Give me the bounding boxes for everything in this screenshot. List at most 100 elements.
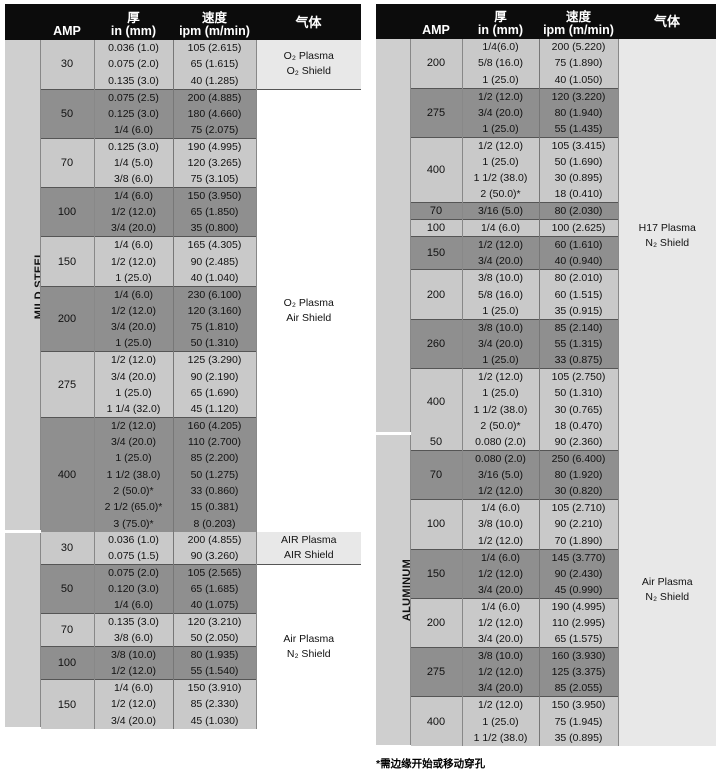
amp-value: 30 bbox=[40, 531, 95, 565]
table-row: 1 1/2 (38.0) 30 (0.895) bbox=[376, 170, 716, 187]
amp-value: 200 bbox=[410, 269, 463, 320]
thickness-value: 1/2 (12.0) bbox=[462, 664, 540, 681]
speed-value: 80 (1.940) bbox=[539, 104, 618, 121]
thickness-value: 1/2 (12.0) bbox=[462, 565, 540, 582]
table-row: 5/8 (16.0) 75 (1.890) bbox=[376, 55, 716, 72]
table-row: 1/4 (6.0) 75 (2.075) bbox=[5, 121, 361, 139]
thickness-value: 3/8 (10.0) bbox=[462, 647, 540, 665]
table-row: 200 3/8 (10.0) 80 (2.010) bbox=[376, 269, 716, 320]
gas-label: O₂ Plasma Air Shield bbox=[255, 89, 361, 532]
speed-value: 190 (4.995) bbox=[173, 138, 256, 155]
header-thickness: 厚 in (mm) bbox=[94, 4, 173, 40]
speed-value: 80 (2.030) bbox=[539, 202, 618, 220]
thickness-value: 1 1/2 (38.0) bbox=[462, 170, 540, 187]
table-row: 1 (25.0) 85 (2.200) bbox=[5, 450, 361, 467]
thickness-value: 1 (25.0) bbox=[462, 352, 540, 369]
speed-value: 180 (4.660) bbox=[173, 105, 256, 122]
section-label: ALUMINUM bbox=[376, 433, 411, 748]
table-row: 2 (50.0)* 18 (0.410) bbox=[376, 186, 716, 203]
gas-line: N₂ Shield bbox=[286, 647, 331, 660]
gas-line: N₂ Shield bbox=[645, 237, 690, 250]
gas-label: Air Plasma N₂ Shield bbox=[617, 433, 716, 747]
table-row: 3/4 (20.0) 80 (1.940) bbox=[376, 104, 716, 121]
table-row: 100 3/8 (10.0) 80 (1.935) bbox=[5, 646, 361, 680]
thickness-value: 3/8 (6.0) bbox=[94, 171, 174, 188]
speed-value: 85 (2.055) bbox=[539, 680, 618, 697]
thickness-value: 1 (25.0) bbox=[462, 302, 540, 320]
header-gas: 气体 bbox=[618, 4, 716, 39]
speed-value: 120 (3.210) bbox=[173, 613, 256, 631]
speed-value: 105 (3.415) bbox=[539, 137, 618, 154]
table-row: 1 (25.0) 33 (0.875) bbox=[376, 352, 716, 369]
thickness-value: 1/2 (12.0) bbox=[462, 88, 540, 105]
thickness-value: 3/4 (20.0) bbox=[462, 335, 540, 353]
table-row: 275 3/8 (10.0) 160 (3.930) bbox=[376, 647, 716, 697]
speed-value: 40 (1.040) bbox=[173, 269, 256, 287]
speed-value: 90 (2.485) bbox=[173, 253, 256, 270]
speed-value: 65 (1.575) bbox=[539, 631, 618, 648]
speed-value: 125 (3.375) bbox=[539, 664, 618, 681]
speed-value: 30 (0.765) bbox=[539, 401, 618, 418]
table-row: 0.120 (3.0) 65 (1.685) bbox=[5, 581, 361, 598]
speed-value: 40 (1.075) bbox=[173, 597, 256, 614]
gas-line: H17 Plasma bbox=[638, 222, 696, 235]
thickness-value: 0.075 (2.0) bbox=[94, 56, 174, 73]
table-row: 3/8 (6.0) 50 (2.050) bbox=[5, 630, 361, 647]
speed-value: 230 (6.100) bbox=[173, 286, 256, 303]
thickness-value: 1/2 (12.0) bbox=[94, 351, 174, 369]
table-row: 3 (75.0)* 8 (0.203) bbox=[5, 515, 361, 532]
table-row: 2 (50.0)* 33 (0.860) bbox=[5, 482, 361, 500]
table-row: 1/2 (12.0) 30 (0.820) bbox=[376, 483, 716, 500]
table-row: 3/4 (20.0) 45 (1.030) bbox=[5, 712, 361, 729]
speed-value: 190 (4.995) bbox=[539, 598, 618, 615]
table-row: 1 (25.0) 75 (1.945) bbox=[376, 713, 716, 730]
thickness-value: 0.125 (3.0) bbox=[94, 138, 174, 155]
amp-value: 400 bbox=[410, 137, 463, 203]
table-row: 1 (25.0) 35 (0.915) bbox=[376, 302, 716, 320]
thickness-value: 3/4 (20.0) bbox=[94, 368, 174, 385]
table-row: 1 (25.0) 65 (1.690) bbox=[5, 384, 361, 401]
speed-value: 80 (1.920) bbox=[539, 466, 618, 484]
gas-line: Air Shield bbox=[286, 311, 332, 324]
speed-value: 90 (2.210) bbox=[539, 516, 618, 533]
thickness-value: 1/2 (12.0) bbox=[94, 696, 174, 713]
amp-value: 70 bbox=[40, 613, 95, 647]
speed-value: 160 (4.205) bbox=[173, 417, 256, 434]
speed-value: 50 (1.310) bbox=[173, 335, 256, 352]
table-row: 70 0.125 (3.0) 190 (4.995) bbox=[5, 138, 361, 188]
speed-value: 125 (3.290) bbox=[173, 351, 256, 369]
table-row: 3/4 (20.0) 40 (0.940) bbox=[376, 253, 716, 270]
table-row: 70 0.080 (2.0) 250 (6.400) bbox=[376, 450, 716, 500]
table-row: 70 0.135 (3.0) 120 (3.210) bbox=[5, 613, 361, 647]
thickness-value: 3/8 (10.0) bbox=[94, 646, 174, 664]
thickness-value: 3/4 (20.0) bbox=[462, 104, 540, 121]
thickness-value: 3/8 (10.0) bbox=[462, 516, 540, 533]
table-row: 1/2 (12.0) 55 (1.540) bbox=[5, 663, 361, 680]
gas-line: Air Plasma bbox=[641, 576, 693, 588]
table-row: 3/8 (10.0) 90 (2.210) bbox=[376, 516, 716, 533]
thickness-value: 1 (25.0) bbox=[94, 384, 174, 401]
table-row: 3/4 (20.0) 85 (2.055) bbox=[376, 680, 716, 697]
table-row: 2 1/2 (65.0)* 15 (0.381) bbox=[5, 499, 361, 516]
table-row: 3/4 (20.0) 75 (1.810) bbox=[5, 319, 361, 336]
thickness-value: 1/2 (12.0) bbox=[462, 696, 540, 714]
speed-value: 75 (1.945) bbox=[539, 713, 618, 730]
thickness-value: 1/2 (12.0) bbox=[94, 663, 174, 680]
thickness-value: 1/4 (6.0) bbox=[462, 499, 540, 517]
speed-value: 85 (2.200) bbox=[173, 450, 256, 467]
table-row: 1 (25.0) 50 (1.690) bbox=[376, 153, 716, 171]
amp-value: 70 bbox=[410, 202, 463, 220]
amp-value: 50 bbox=[410, 433, 463, 451]
speed-value: 35 (0.895) bbox=[539, 729, 618, 747]
table-row: 1 1/2 (38.0) 30 (0.765) bbox=[376, 401, 716, 418]
thickness-value: 0.075 (2.5) bbox=[94, 89, 174, 106]
thickness-value: 1/4 (5.0) bbox=[94, 154, 174, 172]
table-row: 3/4 (20.0) 55 (1.315) bbox=[376, 335, 716, 353]
speed-value: 40 (0.940) bbox=[539, 253, 618, 270]
thickness-value: 0.125 (3.0) bbox=[94, 105, 174, 122]
thickness-value: 0.036 (1.0) bbox=[94, 531, 174, 549]
table-row: 5/8 (16.0) 60 (1.515) bbox=[376, 286, 716, 303]
table-row: 1/2 (12.0) 70 (1.890) bbox=[376, 532, 716, 550]
speed-value: 60 (1.515) bbox=[539, 286, 618, 303]
thickness-value: 2 (50.0)* bbox=[94, 482, 174, 500]
